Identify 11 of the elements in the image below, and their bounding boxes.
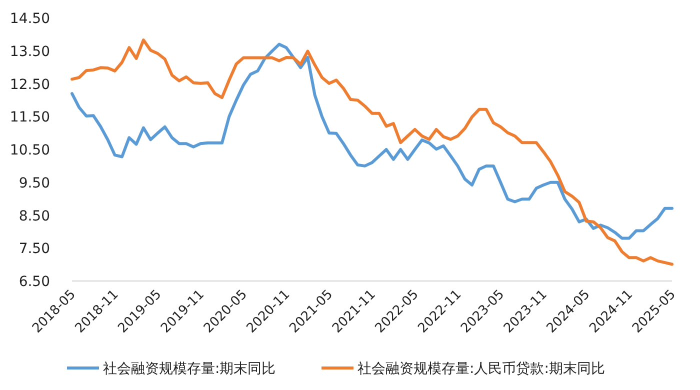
y-tick-label: 13.50 [10, 44, 50, 60]
y-tick-label: 8.50 [18, 208, 50, 224]
y-tick-label: 10.50 [10, 142, 50, 158]
y-tick-label: 9.50 [18, 175, 50, 192]
y-tick-label: 11.50 [10, 110, 50, 126]
legend-label: 社会融资规模存量:期末同比 [103, 361, 276, 377]
y-tick-label: 14.50 [10, 11, 50, 27]
y-tick-label: 12.50 [10, 76, 50, 93]
y-tick-label: 6.50 [18, 274, 50, 290]
y-tick-label: 7.50 [18, 241, 50, 258]
legend-label: 社会融资规模存量:人民币贷款:期末同比 [358, 361, 605, 377]
